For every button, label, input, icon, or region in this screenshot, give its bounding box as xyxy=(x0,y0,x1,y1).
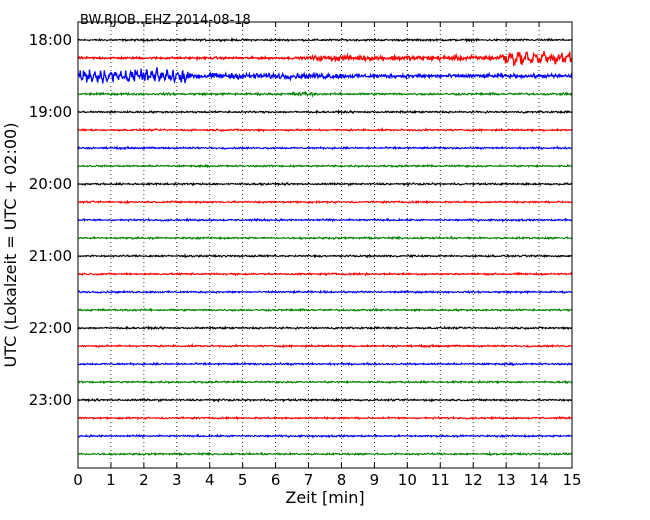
x-tick-label: 12 xyxy=(464,471,483,489)
seismic-trace xyxy=(77,50,573,68)
seismic-trace xyxy=(78,90,573,98)
x-tick-label: 13 xyxy=(497,471,516,489)
seismic-trace xyxy=(77,163,573,169)
seismic-trace xyxy=(77,361,573,367)
seismic-trace xyxy=(77,289,573,295)
x-tick-label: 7 xyxy=(304,471,314,489)
seismic-trace xyxy=(77,450,573,457)
x-tick-label: 9 xyxy=(370,471,380,489)
seismic-trace xyxy=(77,379,573,385)
x-tick-label: 10 xyxy=(398,471,417,489)
seismic-trace xyxy=(77,235,573,241)
x-tick-label: 5 xyxy=(238,471,248,489)
seismic-traces xyxy=(77,37,573,457)
y-axis-label: UTC (Lokalzeit = UTC + 02:00) xyxy=(1,123,20,368)
x-tick-label: 6 xyxy=(271,471,281,489)
x-tick-label: 14 xyxy=(530,471,549,489)
seismic-trace xyxy=(77,199,573,205)
x-axis-label: Zeit [min] xyxy=(285,488,364,507)
x-tick-label: 15 xyxy=(562,471,581,489)
seismic-trace xyxy=(78,181,573,187)
x-tick-label: 4 xyxy=(205,471,215,489)
seismic-trace xyxy=(77,109,573,115)
x-axis-ticks: 0 1 2 3 4 5 6 7 8 9 10 11 12 13 14 15 xyxy=(73,22,582,489)
x-tick-label: 8 xyxy=(337,471,347,489)
seismic-trace xyxy=(77,342,573,349)
chart-title: BW.RJOB..EHZ 2014-08-18 xyxy=(80,13,251,28)
x-tick-label: 0 xyxy=(73,471,83,489)
x-tick-label: 1 xyxy=(106,471,116,489)
y-axis-ticks: 18:00 19:00 20:00 21:00 22:00 23:00 xyxy=(29,31,572,409)
seismic-trace xyxy=(77,37,573,43)
seismic-trace xyxy=(77,145,573,151)
seismic-trace xyxy=(77,415,573,421)
x-tick-label: 3 xyxy=(172,471,182,489)
y-tick-label: 20:00 xyxy=(29,175,72,193)
seismic-trace xyxy=(77,217,573,223)
y-tick-label: 21:00 xyxy=(29,247,72,265)
seismic-trace xyxy=(77,67,573,85)
y-tick-label: 22:00 xyxy=(29,319,72,337)
x-tick-label: 2 xyxy=(139,471,149,489)
y-tick-label: 19:00 xyxy=(29,103,72,121)
x-tick-label: 11 xyxy=(431,471,450,489)
seismic-trace xyxy=(77,307,573,313)
y-tick-label: 18:00 xyxy=(29,31,72,49)
seismic-trace xyxy=(77,252,573,259)
seismic-trace xyxy=(78,271,573,277)
seismic-trace xyxy=(77,325,572,331)
seismic-trace xyxy=(77,433,573,439)
seismic-trace xyxy=(77,126,573,133)
axes-frame xyxy=(77,21,573,469)
y-tick-label: 23:00 xyxy=(29,391,72,409)
seismic-trace xyxy=(77,397,573,403)
